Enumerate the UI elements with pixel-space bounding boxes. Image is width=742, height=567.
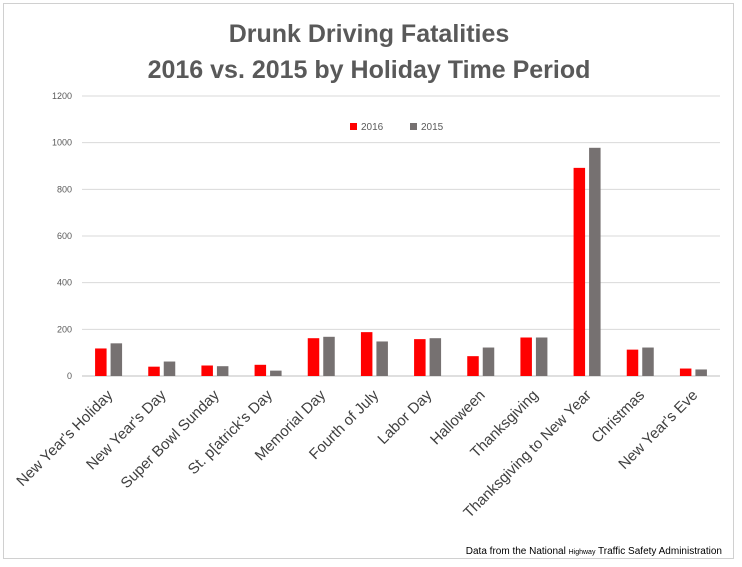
bar-2016 xyxy=(307,338,320,376)
bar-2015 xyxy=(216,366,229,376)
bar-2015 xyxy=(535,337,548,376)
bar-2015 xyxy=(110,343,123,376)
legend-swatch-2015 xyxy=(410,123,417,130)
bar-2015 xyxy=(482,347,495,376)
y-tick-label: 400 xyxy=(57,278,72,288)
gridlines xyxy=(82,95,720,377)
bars xyxy=(95,147,707,376)
bar-2015 xyxy=(323,336,335,376)
x-tick-label: New Year's Holiday xyxy=(13,386,116,489)
y-tick-label: 600 xyxy=(57,231,72,241)
bar-2016 xyxy=(360,332,373,376)
bar-2015 xyxy=(429,338,442,376)
bar-2016 xyxy=(95,348,107,376)
bar-2015 xyxy=(589,147,601,376)
bar-2016 xyxy=(254,364,267,376)
legend: 2016 2015 xyxy=(350,122,444,133)
bar-2015 xyxy=(163,361,176,376)
source-note: Data from the National Highway Traffic S… xyxy=(466,546,722,557)
bar-2016 xyxy=(520,337,532,376)
chart-title-line-1: Drunk Driving Fatalities xyxy=(229,20,510,48)
chart-title-line-2: 2016 vs. 2015 by Holiday Time Period xyxy=(148,56,591,84)
bar-2015 xyxy=(270,370,282,376)
bar-2016 xyxy=(148,366,160,376)
y-tick-label: 1200 xyxy=(52,91,72,101)
bar-2015 xyxy=(642,347,654,376)
y-tick-label: 200 xyxy=(57,324,72,334)
y-tick-label: 0 xyxy=(67,371,72,381)
legend-label-2016: 2016 xyxy=(361,122,384,133)
bar-2016 xyxy=(626,349,639,376)
y-axis-ticks: 0 200 400 600 800 1000 1200 xyxy=(52,91,72,381)
bar-2016 xyxy=(414,339,426,376)
bar-2016 xyxy=(201,365,213,376)
bar-2015 xyxy=(376,341,388,376)
bar-2016 xyxy=(467,356,479,376)
bar-2015 xyxy=(695,369,707,376)
source-note-suffix: Traffic Safety Administration xyxy=(595,546,722,557)
x-tick-label: Labor Day xyxy=(374,386,435,447)
bar-2016 xyxy=(679,368,692,376)
x-tick-label: Super Bowl Sunday xyxy=(118,386,224,492)
source-note-prefix: Data from the National xyxy=(466,546,569,557)
source-note-small: Highway xyxy=(569,549,596,556)
legend-swatch-2016 xyxy=(350,123,357,130)
y-tick-label: 800 xyxy=(57,184,72,194)
legend-label-2015: 2015 xyxy=(421,122,444,133)
y-tick-label: 1000 xyxy=(52,138,72,148)
bar-2016 xyxy=(573,167,586,376)
